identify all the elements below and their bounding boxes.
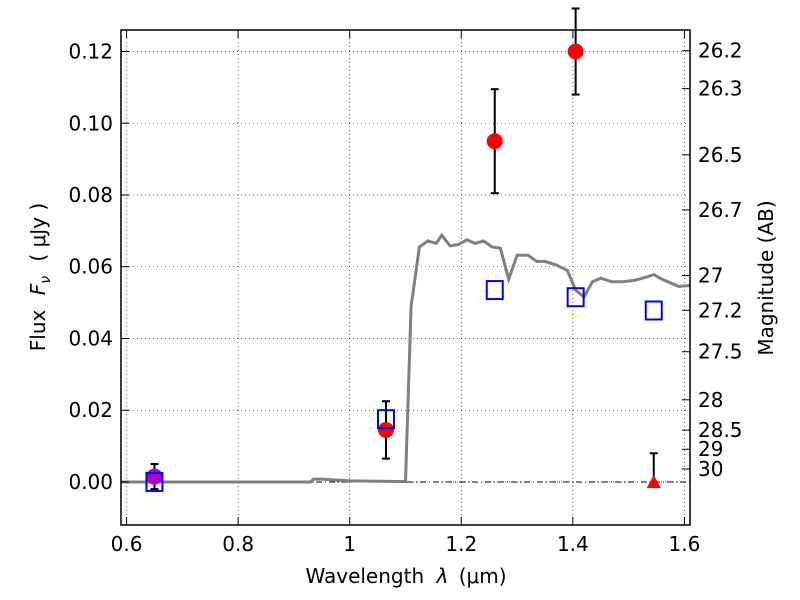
axis-ticks: 0.6 0.8 1 1.2 1.4 1.6 0.00 0.02 0.04 0.06 0.08 0.10… <box>68 30 743 556</box>
mag-tick-label: 26.7 <box>698 198 743 222</box>
x-tick-label: 1.2 <box>445 532 477 556</box>
mag-tick-label: 28 <box>698 388 723 412</box>
mag-tick-label: 27 <box>698 264 723 288</box>
y-axis-title-unit: ( μJy ) <box>26 203 50 262</box>
mag-tick-label: 29 <box>698 437 723 461</box>
plot-frame <box>120 29 691 526</box>
model-spectrum-line <box>121 232 691 484</box>
model-photometry-square <box>145 471 164 492</box>
y-tick-label: 0.00 <box>68 470 113 494</box>
x-tick-label: 1.6 <box>669 532 701 556</box>
y-axis-title: Flux Fν ( μJy ) <box>26 203 55 351</box>
mag-tick-label: 27.2 <box>698 298 743 322</box>
mag-tick-label: 30 <box>698 457 723 481</box>
mag-tick-label: 26.2 <box>698 39 743 63</box>
data-marks <box>145 7 663 492</box>
y-tick-label: 0.04 <box>68 326 113 350</box>
upper-limit-triangle <box>646 474 661 488</box>
x-tick-label: 1 <box>343 532 356 556</box>
y-tick-label: 0.12 <box>68 40 113 64</box>
x-axis-title-unit: (μm) <box>459 564 507 588</box>
y-axis-title-subscript: ν <box>38 276 54 284</box>
y-axis-title-text: Flux <box>26 309 50 351</box>
y-tick-label: 0.10 <box>68 111 113 135</box>
model-photometry-square <box>566 287 585 308</box>
observed-point <box>486 133 503 150</box>
y-axis-title-symbol: F <box>26 283 50 295</box>
observed-point-purple <box>146 468 163 485</box>
x-axis-title-text: Wavelength <box>305 564 424 588</box>
y-tick-label: 0.08 <box>68 183 113 207</box>
y-tick-label: 0.02 <box>68 398 113 422</box>
mag-tick-label: 26.3 <box>698 77 743 101</box>
x-axis-title: Wavelength λ (μm) <box>305 564 506 588</box>
x-tick-label: 0.8 <box>222 532 254 556</box>
model-photometry-square <box>644 300 663 321</box>
model-photometry-square <box>376 409 395 430</box>
y-tick-label: 0.06 <box>68 255 113 279</box>
model-photometry-square <box>485 280 504 301</box>
x-axis-title-symbol: λ <box>436 564 449 588</box>
observed-point <box>377 421 394 438</box>
y2-axis-title: Magnitude (AB) <box>754 200 778 355</box>
x-tick-label: 1.4 <box>557 532 589 556</box>
mag-tick-label: 28.5 <box>698 418 743 442</box>
mag-tick-label: 26.5 <box>698 143 743 167</box>
mag-tick-label: 27.5 <box>698 340 743 364</box>
x-tick-label: 0.6 <box>111 532 143 556</box>
observed-point <box>567 43 584 60</box>
